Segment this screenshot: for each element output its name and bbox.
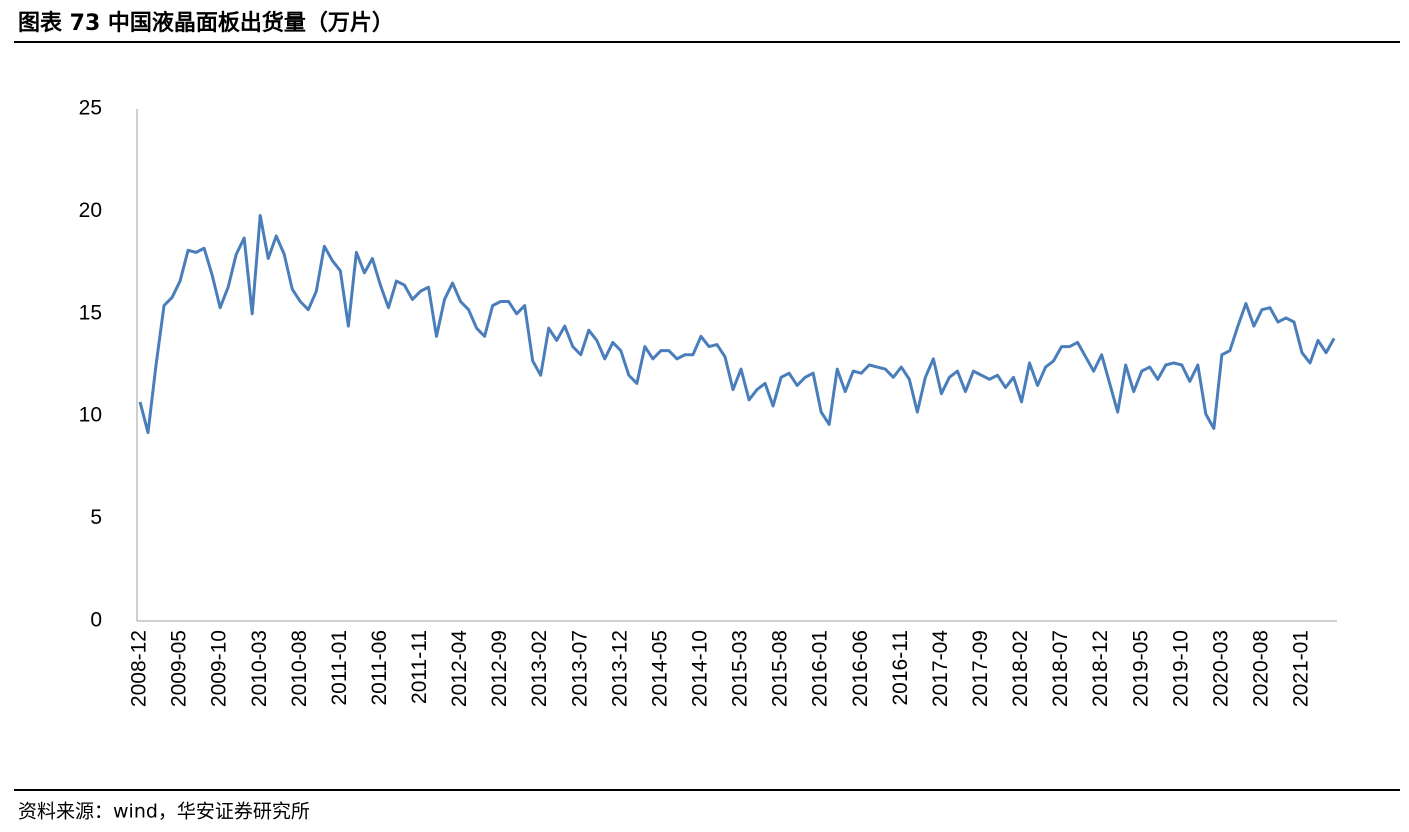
source-note: 资料来源：wind，华安证券研究所 [18, 801, 310, 823]
x-tick-label: 2012-04 [448, 630, 471, 707]
y-tick-label: 5 [90, 506, 102, 529]
y-tick-label: 25 [79, 97, 102, 120]
x-tick-label: 2015-08 [769, 630, 792, 707]
x-tick-label: 2017-09 [969, 630, 992, 707]
x-tick-label: 2009-10 [208, 630, 231, 707]
x-tick-label: 2018-12 [1089, 630, 1112, 707]
x-tick-label: 2016-11 [889, 630, 912, 706]
x-tick-label: 2020-08 [1249, 630, 1272, 707]
x-tick-label: 2021-01 [1290, 630, 1313, 707]
x-tick-label: 2010-08 [288, 630, 311, 707]
chart-title: 图表 73 中国液晶面板出货量（万片） [18, 10, 394, 36]
y-tick-label: 10 [79, 404, 102, 427]
x-tick-label: 2013-12 [608, 630, 631, 707]
x-tick-label: 2010-03 [248, 630, 271, 707]
y-tick-label: 20 [79, 199, 102, 222]
y-tick-label: 0 [90, 609, 102, 632]
data-line [138, 214, 1336, 435]
x-tick-label: 2013-07 [568, 630, 591, 707]
x-tick-label: 2017-04 [929, 630, 952, 707]
y-tick-label: 15 [79, 301, 102, 324]
x-tick-label: 2016-06 [849, 630, 872, 707]
x-tick-label: 2018-07 [1049, 630, 1072, 707]
x-tick-label: 2014-10 [689, 630, 712, 707]
x-tick-label: 2013-02 [528, 630, 551, 707]
x-tick-label: 2020-03 [1209, 630, 1232, 707]
x-tick-label: 2016-01 [809, 630, 832, 707]
x-tick-label: 2011-11 [408, 630, 431, 704]
x-tick-label: 2008-12 [128, 630, 151, 707]
x-tick-label: 2019-05 [1129, 630, 1152, 707]
x-tick-label: 2012-09 [488, 630, 511, 707]
x-tick-label: 2014-05 [648, 630, 671, 707]
x-tick-label: 2015-03 [729, 630, 752, 707]
x-tick-label: 2009-05 [168, 630, 191, 707]
x-tick-label: 2011-06 [368, 630, 391, 706]
x-tick-label: 2011-01 [328, 630, 351, 706]
x-tick-label: 2019-10 [1169, 630, 1192, 707]
x-tick-label: 2018-02 [1009, 630, 1032, 707]
